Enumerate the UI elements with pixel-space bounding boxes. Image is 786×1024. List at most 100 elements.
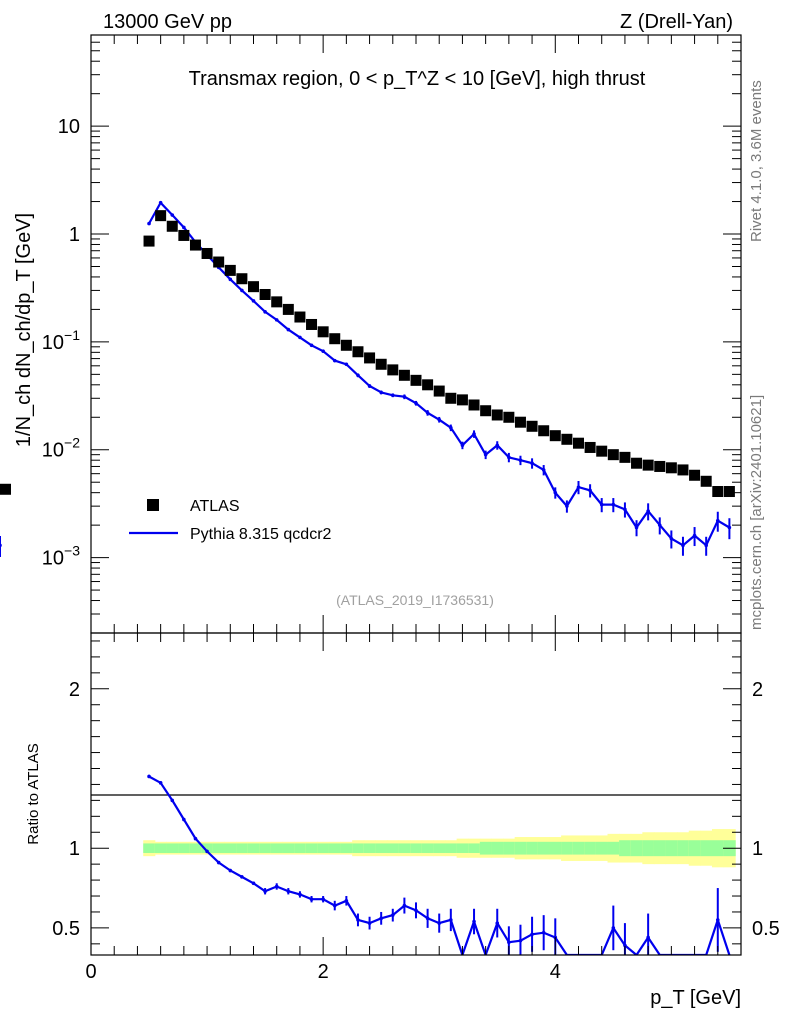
ratio-band-inner [711,840,725,857]
pythia-point [158,200,163,205]
atlas-point [723,486,735,498]
main-y-tick-label: 10−3 [42,543,80,570]
pythia-point [425,411,430,415]
pythia-point [321,349,325,353]
mcplots-info: mcplots.cern.ch [arXiv:2401.10621] [748,395,765,630]
main-axis-ticks [90,34,742,634]
header-left: 13000 GeV pp [103,11,232,33]
ratio-band-inner [468,843,481,853]
ratio-band-inner [445,843,458,853]
plot-title-text: Transmax region, 0 < p_T^Z < 10 [GeV], h… [189,68,646,90]
ratio-point [344,899,349,903]
pythia-point [460,443,465,448]
atlas-point [596,445,608,457]
ratio-point [390,913,395,917]
pythia-point [379,390,383,395]
atlas-point [224,264,236,276]
main-points-group [0,210,735,498]
x-tick-label: 2 [318,961,329,983]
ratio-y-tick-label-left: 0.5 [52,918,80,940]
pythia-point [623,507,627,512]
ratio-band-inner [270,843,284,853]
atlas-point [294,311,306,323]
pythia-point [182,225,186,230]
ratio-band-inner [607,841,620,855]
pythia-point [240,288,244,293]
pythia-point [646,509,650,513]
ratio-y-tick-labels: 0.5 0.5 1 1 2 2 [52,679,780,940]
ratio-band-inner [224,843,237,853]
pythia-point [657,523,662,527]
atlas-point [387,364,399,376]
pythia-point [449,425,453,430]
atlas-point [375,358,387,370]
pythia-point [332,358,337,363]
atlas-point [573,437,584,449]
ratio-point [332,903,337,908]
ratio-point [530,932,534,937]
ratio-point [298,892,302,897]
atlas-point [306,318,318,330]
ratio-point [541,930,546,935]
x-tick-label: 0 [85,961,96,983]
ratio-band-inner [375,843,388,853]
ratio-band-inner [398,843,411,853]
ratio-band-inner [305,843,318,853]
main-panel: Transmax region, 0 < p_T^Z < 10 [GeV], h… [0,34,742,634]
ratio-band-inner [595,841,609,855]
ratio-point [274,884,279,889]
pythia-point [344,362,349,367]
ratio-point [715,918,720,922]
ratio-band-inner [514,841,527,855]
analysis-id: (ATLAS_2019_I1736531) [336,592,494,608]
ratio-point [216,860,221,865]
pythia-point [0,543,2,548]
ratio-point [205,849,209,854]
x-tick-labels: 0 2 4 [85,961,560,983]
atlas-point [526,420,538,432]
pythia-point [611,502,616,507]
atlas-point [445,392,457,404]
x-tick-label: 4 [550,961,561,983]
atlas-point [410,374,422,386]
pythia-point [576,485,581,489]
pythia-point [402,394,407,399]
atlas-point [538,425,550,437]
ratio-point [193,836,198,841]
ratio-band-inner [526,841,539,855]
pythia-point [472,432,476,436]
ratio-point [367,921,372,925]
ratio-band-inner [143,843,156,853]
pythia-point [309,343,314,348]
atlas-point [619,451,631,463]
ratio-y-tick-label-right: 2 [752,679,763,701]
main-y-tick-label: 10−2 [42,435,80,462]
header-right: Z (Drell-Yan) [620,11,733,33]
main-frame [90,34,742,634]
atlas-point [236,273,248,285]
ratio-band-inner [491,841,504,855]
ratio-band-inner [503,841,516,855]
ratio-band-inner [561,841,574,855]
atlas-point [654,460,666,472]
ratio-point [495,921,500,925]
pythia-point [437,417,442,422]
x-axis-label-text: p_T [GeV] [650,987,741,1009]
pythia-point [507,455,511,460]
atlas-point [665,462,677,474]
pythia-point [727,525,732,530]
ratio-point [437,921,442,925]
atlas-point [584,441,596,453]
main-y-axis-label: 1/N_ch dN_ch/dp_T [GeV] [13,213,35,447]
atlas-point [201,247,213,259]
pythia-point [565,504,569,508]
ratio-point [507,940,511,945]
legend-label-pythia: Pythia 8.315 qcdcr2 [190,526,332,543]
pythia-point [251,299,256,303]
main-y-tick-labels: 10−3 10−2 10−1 1 10 [42,116,80,569]
pythia-point [530,461,534,466]
main-y-tick-label: 10−1 [42,327,80,354]
atlas-point [514,416,526,428]
atlas-point [677,464,689,476]
